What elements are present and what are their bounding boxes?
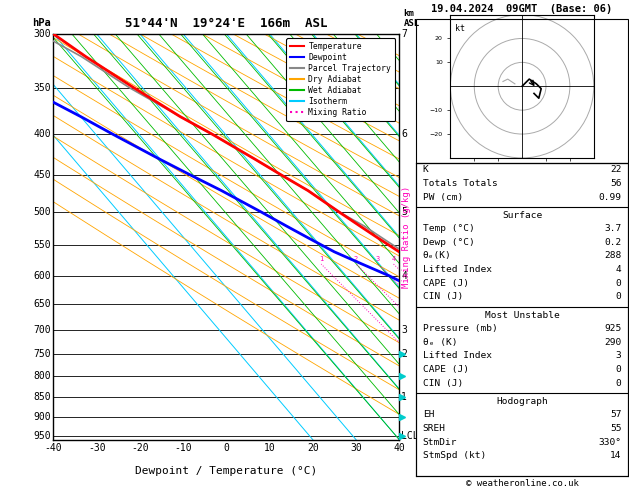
Text: Dewp (°C): Dewp (°C)	[423, 238, 474, 247]
Text: 40: 40	[394, 443, 405, 453]
Text: 800: 800	[33, 371, 51, 381]
Text: 850: 850	[33, 392, 51, 402]
Text: 650: 650	[33, 299, 51, 309]
Text: 4: 4	[391, 256, 396, 262]
Text: 4: 4	[616, 265, 621, 274]
Text: StmDir: StmDir	[423, 437, 457, 447]
Text: StmSpd (kt): StmSpd (kt)	[423, 451, 486, 460]
Title: 51°44'N  19°24'E  166m  ASL: 51°44'N 19°24'E 166m ASL	[125, 17, 328, 30]
Text: 14: 14	[610, 451, 621, 460]
Text: 3.7: 3.7	[604, 224, 621, 233]
Text: 550: 550	[33, 241, 51, 250]
Text: 900: 900	[33, 412, 51, 422]
Text: 6: 6	[401, 129, 407, 139]
Text: 8: 8	[431, 256, 436, 262]
Text: -30: -30	[88, 443, 106, 453]
Text: Temp (°C): Temp (°C)	[423, 224, 474, 233]
Text: Lifted Index: Lifted Index	[423, 265, 492, 274]
Text: 0.99: 0.99	[598, 192, 621, 202]
Text: 19.04.2024  09GMT  (Base: 06): 19.04.2024 09GMT (Base: 06)	[431, 3, 613, 14]
Text: 288: 288	[604, 251, 621, 260]
Text: CAPE (J): CAPE (J)	[423, 279, 469, 288]
Text: Most Unstable: Most Unstable	[485, 311, 559, 320]
Text: 56: 56	[610, 179, 621, 188]
Text: 950: 950	[33, 431, 51, 441]
Text: 3: 3	[376, 256, 380, 262]
Text: hPa: hPa	[32, 18, 51, 28]
Legend: Temperature, Dewpoint, Parcel Trajectory, Dry Adiabat, Wet Adiabat, Isotherm, Mi: Temperature, Dewpoint, Parcel Trajectory…	[286, 38, 396, 121]
Text: 20: 20	[487, 256, 496, 262]
Text: θₑ (K): θₑ (K)	[423, 338, 457, 347]
Text: 0: 0	[616, 279, 621, 288]
Text: LCL: LCL	[401, 431, 419, 441]
Text: 600: 600	[33, 271, 51, 281]
Text: 2: 2	[354, 256, 358, 262]
Text: 22: 22	[610, 165, 621, 174]
Text: 500: 500	[33, 207, 51, 217]
Text: 3: 3	[401, 325, 407, 335]
Text: 55: 55	[610, 424, 621, 433]
Text: 3: 3	[616, 351, 621, 360]
Text: -10: -10	[174, 443, 192, 453]
Text: Totals Totals: Totals Totals	[423, 179, 498, 188]
Text: km
ASL: km ASL	[404, 9, 420, 28]
Text: SREH: SREH	[423, 424, 446, 433]
Text: Surface: Surface	[502, 211, 542, 220]
Text: Pressure (mb): Pressure (mb)	[423, 324, 498, 333]
Text: EH: EH	[423, 410, 434, 419]
Text: Lifted Index: Lifted Index	[423, 351, 492, 360]
Text: 7: 7	[401, 29, 407, 39]
Text: 25: 25	[502, 256, 510, 262]
Text: PW (cm): PW (cm)	[423, 192, 463, 202]
Text: 0: 0	[616, 365, 621, 374]
Text: 30: 30	[350, 443, 362, 453]
Text: 20: 20	[307, 443, 319, 453]
Text: 16: 16	[472, 256, 481, 262]
Text: kt: kt	[455, 24, 465, 33]
Text: CIN (J): CIN (J)	[423, 379, 463, 388]
Text: 0: 0	[223, 443, 230, 453]
Text: Hodograph: Hodograph	[496, 397, 548, 406]
Text: -40: -40	[45, 443, 62, 453]
Text: 2: 2	[401, 348, 407, 359]
Text: 1: 1	[319, 256, 323, 262]
Text: 330°: 330°	[598, 437, 621, 447]
Text: CAPE (J): CAPE (J)	[423, 365, 469, 374]
Text: K: K	[423, 165, 428, 174]
Text: Dewpoint / Temperature (°C): Dewpoint / Temperature (°C)	[135, 466, 318, 476]
Text: 300: 300	[33, 29, 51, 39]
Text: 400: 400	[33, 129, 51, 139]
Text: 0.2: 0.2	[604, 238, 621, 247]
Text: 1: 1	[401, 392, 407, 402]
Text: 925: 925	[604, 324, 621, 333]
Text: 700: 700	[33, 325, 51, 335]
Text: Mixing Ratio (g/kg): Mixing Ratio (g/kg)	[403, 186, 411, 288]
Text: 10: 10	[443, 256, 452, 262]
Text: 290: 290	[604, 338, 621, 347]
Text: θₑ(K): θₑ(K)	[423, 251, 452, 260]
Text: -20: -20	[131, 443, 149, 453]
Text: 450: 450	[33, 171, 51, 180]
Text: 5: 5	[401, 207, 407, 217]
Text: 750: 750	[33, 348, 51, 359]
Text: 10: 10	[264, 443, 276, 453]
Text: 350: 350	[33, 83, 51, 93]
Text: 0: 0	[616, 293, 621, 301]
Text: 0: 0	[616, 379, 621, 388]
Text: © weatheronline.co.uk: © weatheronline.co.uk	[465, 479, 579, 486]
Text: 4: 4	[401, 271, 407, 281]
Text: 57: 57	[610, 410, 621, 419]
Text: CIN (J): CIN (J)	[423, 293, 463, 301]
